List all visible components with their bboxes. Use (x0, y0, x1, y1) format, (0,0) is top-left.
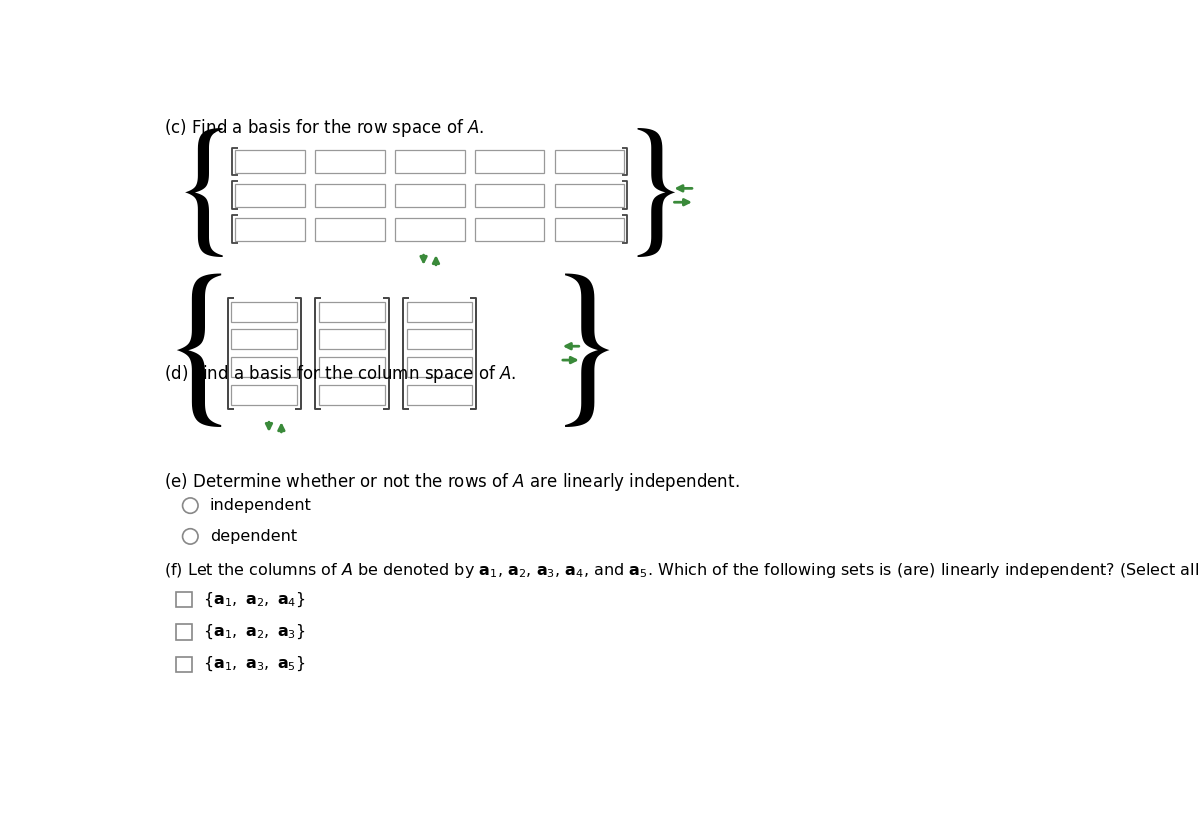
Bar (395, 218, 464, 241)
Text: dependent: dependent (210, 529, 296, 544)
Text: (f) Let the columns of $A$ be denoted by $\mathbf{a}_1$, $\mathbf{a}_2$, $\mathb: (f) Let the columns of $A$ be denoted by… (164, 561, 1200, 580)
Bar (176, 592, 192, 607)
Bar (475, 150, 545, 173)
Bar (316, 183, 385, 207)
Bar (395, 183, 464, 207)
Bar (475, 218, 545, 241)
Bar (475, 183, 545, 207)
Bar (554, 218, 624, 241)
Bar (235, 183, 305, 207)
Bar (407, 385, 473, 405)
Bar (319, 385, 385, 405)
Text: (d) Find a basis for the column space of $A$.: (d) Find a basis for the column space of… (164, 363, 516, 385)
Bar (395, 150, 464, 173)
Bar (235, 150, 305, 173)
Text: $\{\mathbf{a}_1,\ \mathbf{a}_3,\ \mathbf{a}_5\}$: $\{\mathbf{a}_1,\ \mathbf{a}_3,\ \mathbf… (204, 655, 306, 673)
Text: (e) Determine whether or not the rows of $A$ are linearly independent.: (e) Determine whether or not the rows of… (164, 471, 739, 493)
Bar (407, 329, 473, 349)
Text: $\{\mathbf{a}_1,\ \mathbf{a}_2,\ \mathbf{a}_4\}$: $\{\mathbf{a}_1,\ \mathbf{a}_2,\ \mathbf… (204, 590, 306, 609)
Text: }: } (542, 273, 628, 433)
Text: {: { (157, 273, 242, 433)
Bar (316, 218, 385, 241)
Bar (319, 357, 385, 377)
Bar (232, 301, 298, 322)
Bar (176, 624, 192, 640)
Bar (319, 301, 385, 322)
Bar (232, 329, 298, 349)
Text: $\{\mathbf{a}_1,\ \mathbf{a}_2,\ \mathbf{a}_3\}$: $\{\mathbf{a}_1,\ \mathbf{a}_2,\ \mathbf… (204, 622, 306, 641)
Bar (319, 329, 385, 349)
Text: {: { (169, 128, 242, 263)
Bar (176, 657, 192, 672)
Bar (554, 183, 624, 207)
Bar (407, 357, 473, 377)
Text: }: } (618, 128, 690, 263)
Bar (407, 301, 473, 322)
Bar (232, 357, 298, 377)
Bar (316, 150, 385, 173)
Text: independent: independent (210, 498, 312, 514)
Bar (235, 218, 305, 241)
Bar (554, 150, 624, 173)
Bar (232, 385, 298, 405)
Text: (c) Find a basis for the row space of $A$.: (c) Find a basis for the row space of $A… (164, 117, 484, 138)
